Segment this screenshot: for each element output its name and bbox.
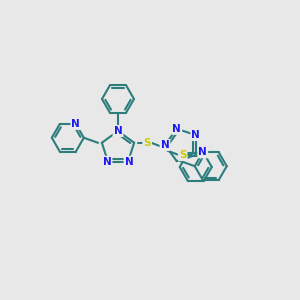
Text: N: N [114,126,122,136]
Text: S: S [179,150,187,160]
Text: N: N [71,119,80,129]
Text: N: N [160,140,169,150]
Text: N: N [198,147,207,157]
Text: N: N [191,130,200,140]
Text: N: N [124,157,134,167]
Text: S: S [143,138,151,148]
Text: N: N [103,157,111,167]
Text: N: N [172,124,181,134]
